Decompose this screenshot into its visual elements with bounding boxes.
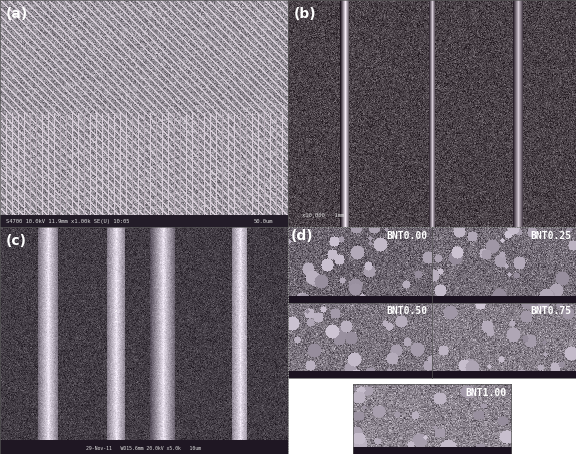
Text: BNT0.25: BNT0.25	[530, 231, 571, 241]
Text: S4700 10.0kV 11.9mm x1.00k SE(U) 10:05: S4700 10.0kV 11.9mm x1.00k SE(U) 10:05	[6, 218, 129, 223]
Text: BNT1.00: BNT1.00	[465, 388, 506, 398]
Text: 50.0um: 50.0um	[254, 218, 274, 223]
Text: (b): (b)	[294, 7, 316, 21]
Text: (c): (c)	[6, 234, 26, 248]
Text: BNT0.50: BNT0.50	[386, 306, 427, 316]
Text: x10,000   1mm: x10,000 1mm	[302, 213, 344, 218]
Text: 29-Nov-11   WD15.6mm 20.0kV x5.0k   10um: 29-Nov-11 WD15.6mm 20.0kV x5.0k 10um	[86, 445, 202, 450]
Text: BNT0.00: BNT0.00	[386, 231, 427, 241]
Text: (a): (a)	[6, 7, 28, 21]
Text: (d): (d)	[291, 229, 313, 243]
Text: BNT0.75: BNT0.75	[530, 306, 571, 316]
